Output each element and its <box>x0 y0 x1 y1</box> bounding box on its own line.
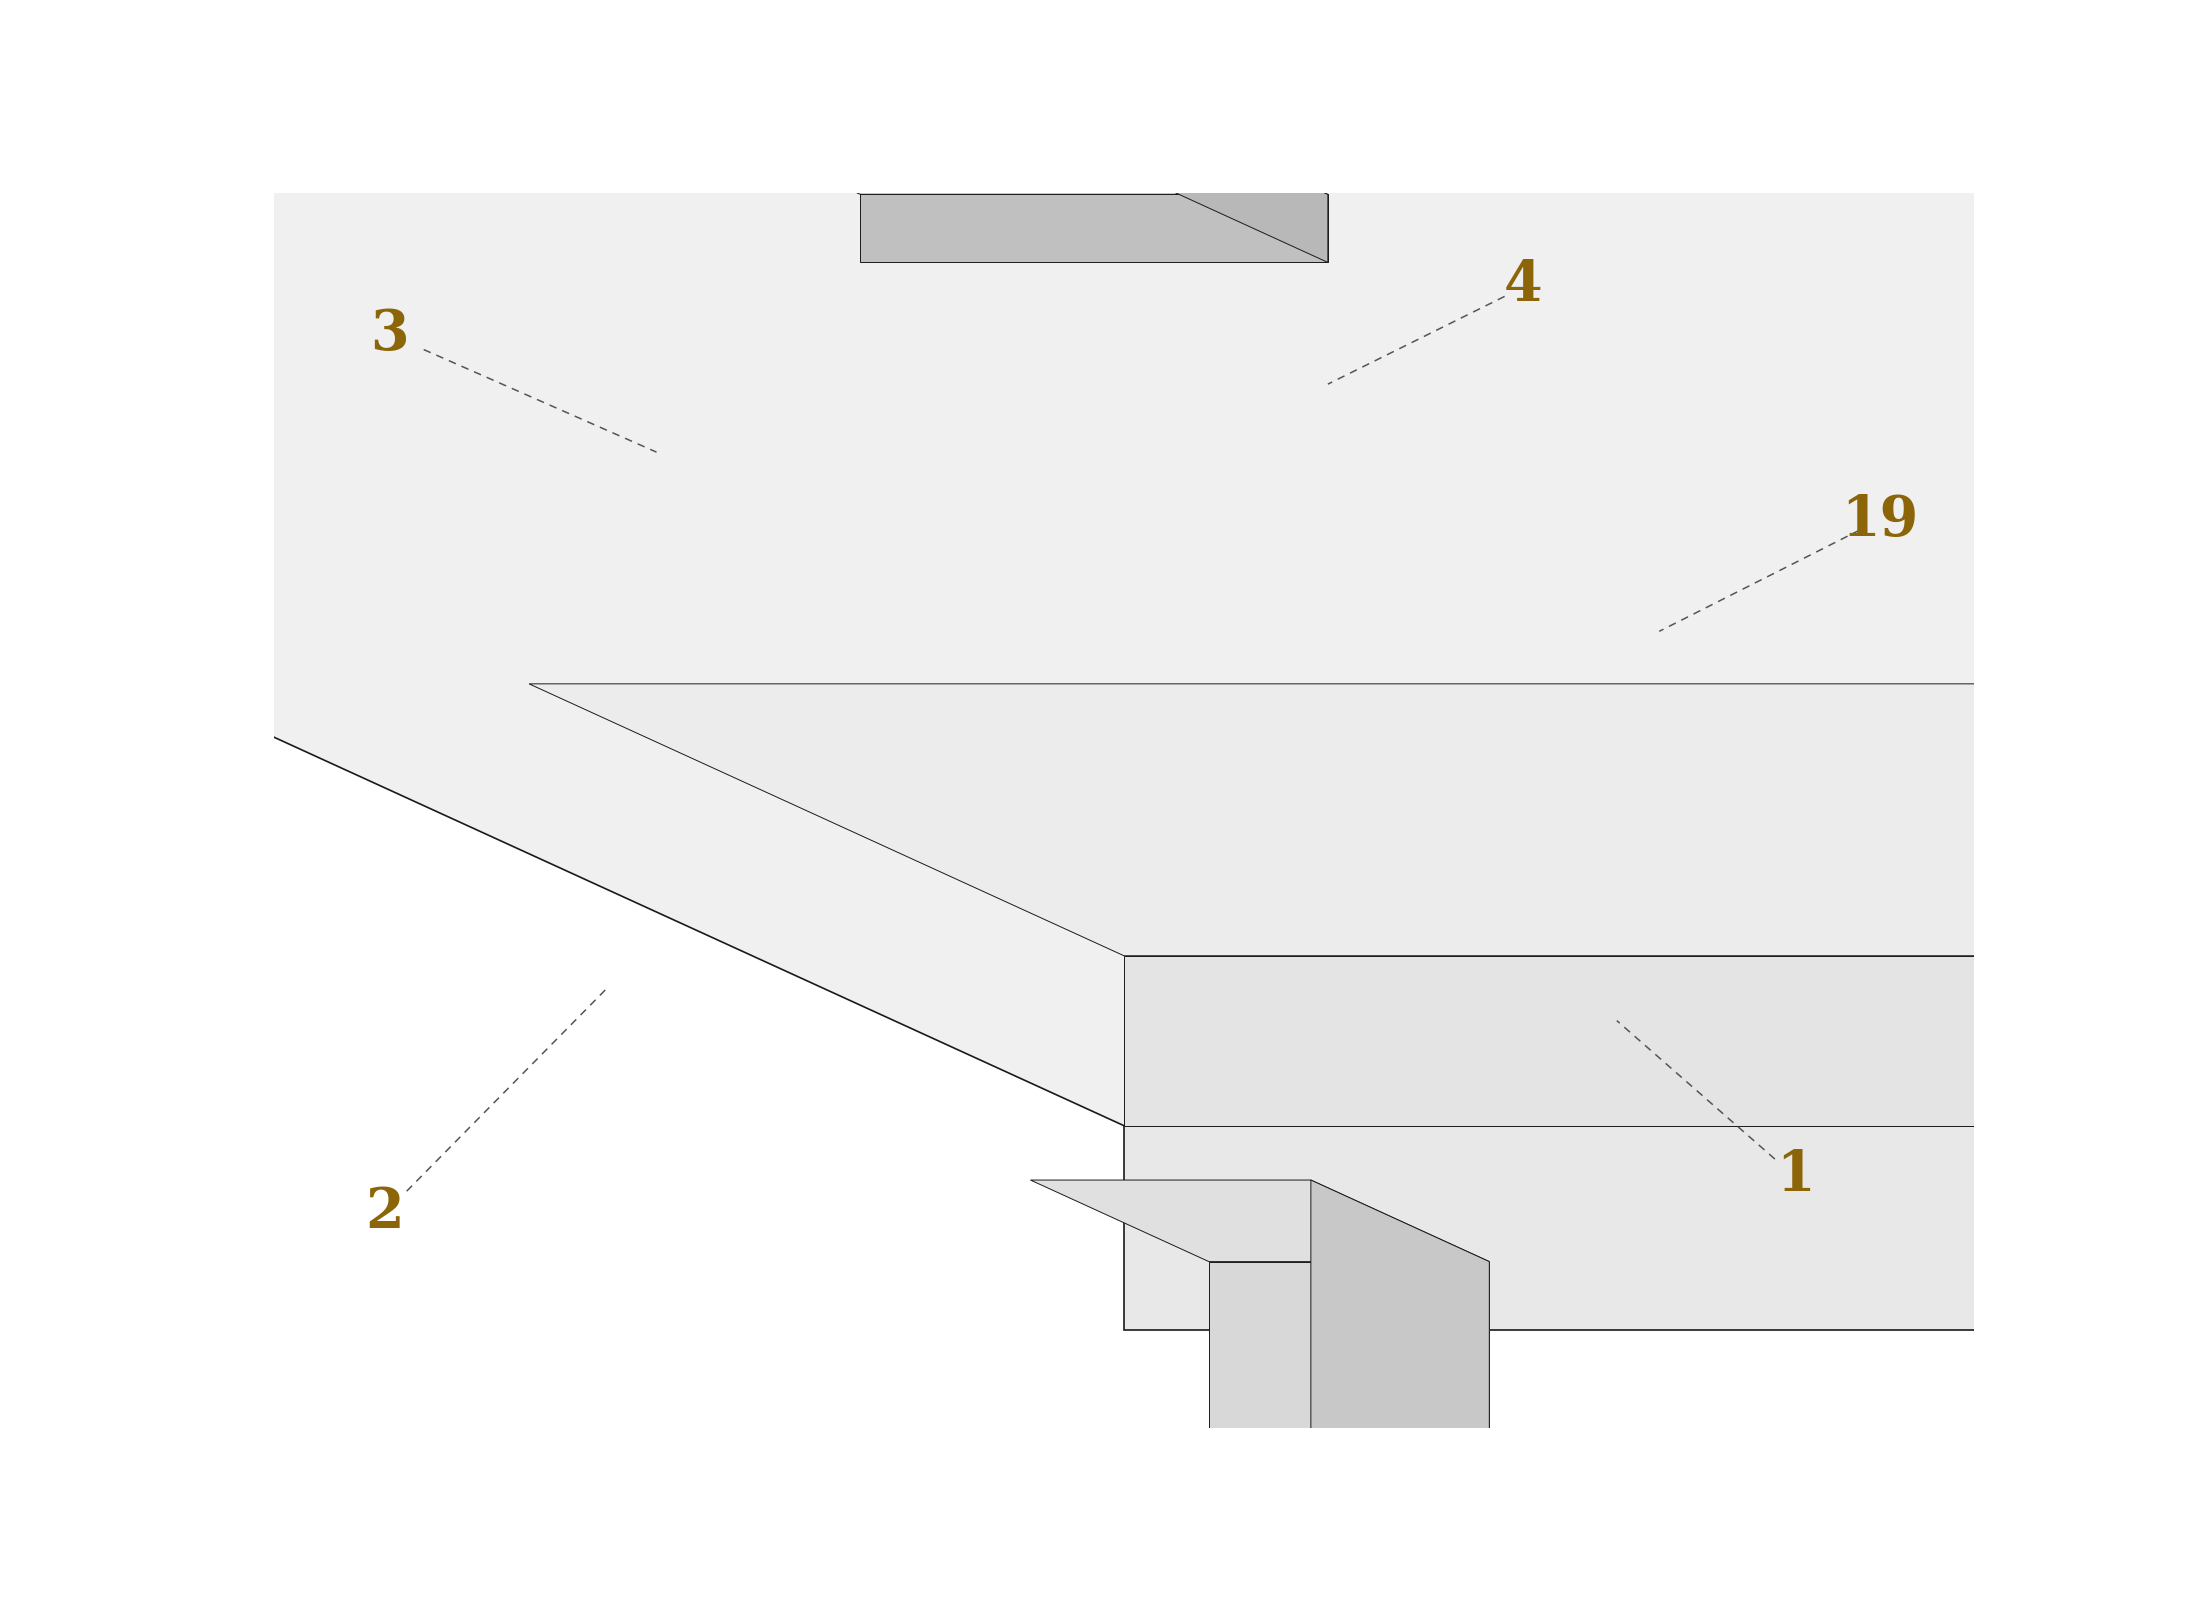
Polygon shape <box>1031 1180 1489 1262</box>
Polygon shape <box>1123 1125 2193 1329</box>
Text: 1: 1 <box>1776 1148 1814 1202</box>
Polygon shape <box>1344 1526 1643 1605</box>
Polygon shape <box>1031 58 1329 263</box>
Polygon shape <box>895 0 1175 167</box>
Text: 19: 19 <box>1842 493 1919 547</box>
Polygon shape <box>996 0 1175 167</box>
Polygon shape <box>564 58 1329 194</box>
Polygon shape <box>0 0 2193 1125</box>
Polygon shape <box>1123 955 2193 1125</box>
Polygon shape <box>877 1526 1643 1605</box>
Text: 3: 3 <box>371 307 408 363</box>
Text: 4: 4 <box>1504 258 1542 313</box>
Polygon shape <box>529 684 2193 955</box>
Polygon shape <box>1208 1262 1489 1605</box>
Polygon shape <box>1311 1180 1489 1605</box>
Text: 2: 2 <box>366 1184 404 1239</box>
Polygon shape <box>860 194 1329 263</box>
